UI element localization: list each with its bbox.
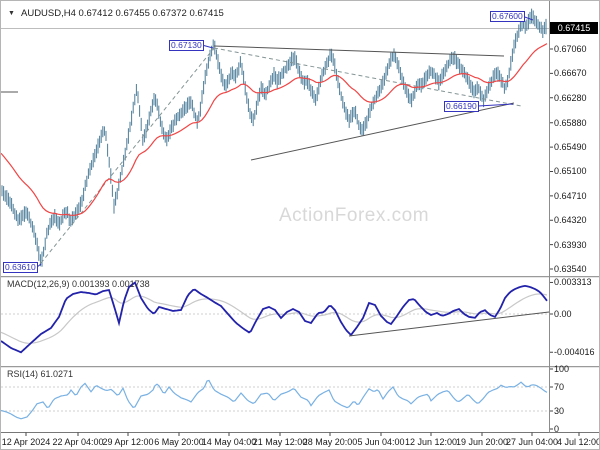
price-panel[interactable] xyxy=(1,29,549,275)
macd-axis-label: -0.004016 xyxy=(554,347,595,357)
price-flag: 0.67600 xyxy=(490,11,525,22)
watermark: ActionForex.com xyxy=(279,205,430,226)
symbol-dropdown-arrow-icon[interactable]: ▼ xyxy=(8,10,15,17)
time-axis-label: 6 May 20:00 xyxy=(154,437,204,447)
macd-axis-label: 0.003313 xyxy=(554,277,592,287)
price-axis-label: 0.63930 xyxy=(554,240,587,250)
time-axis-label: 28 May 20:00 xyxy=(302,437,358,447)
time-axis-label: 19 Jun 20:00 xyxy=(455,437,509,447)
time-axis-label: 5 Jun 04:00 xyxy=(357,437,405,447)
rsi-panel[interactable] xyxy=(1,367,549,431)
price-axis-label: 0.65100 xyxy=(554,166,587,176)
time-axis-label: 4 Jul 12:00 xyxy=(556,437,600,447)
current-price-tag: 0.67415 xyxy=(550,22,598,34)
time-axis-label: 12 Jun 12:00 xyxy=(404,437,458,447)
macd-panel[interactable] xyxy=(1,277,549,365)
rsi-axis-label: 0 xyxy=(554,424,560,434)
price-axis-label: 0.64320 xyxy=(554,215,587,225)
rsi-axis-label: 100 xyxy=(554,364,570,374)
price-axis-label: 0.67060 xyxy=(554,44,587,54)
price-flag: 0.67130 xyxy=(169,40,204,51)
time-axis-label: 21 May 12:00 xyxy=(252,437,308,447)
price-flag: 0.63610 xyxy=(3,262,38,273)
price-axis-label: 0.66670 xyxy=(554,68,587,78)
macd-axis-label: 0.00 xyxy=(554,309,572,319)
macd-indicator-label: MACD(12,26,9) 0.001393 0.001738 xyxy=(7,279,150,289)
price-axis-label: 0.66280 xyxy=(554,93,587,103)
title-bar: ▼ AUDUSD,H4 0.67412 0.67455 0.67372 0.67… xyxy=(1,1,599,28)
price-axis-label: 0.63540 xyxy=(554,264,587,274)
time-axis-label: 29 Apr 12:00 xyxy=(102,437,154,447)
time-axis-label: 14 May 04:00 xyxy=(201,437,257,447)
time-axis-label: 27 Jun 04:00 xyxy=(505,437,559,447)
price-flag: 0.66190 xyxy=(444,101,479,112)
time-axis-label: 22 Apr 04:00 xyxy=(52,437,104,447)
rsi-axis-label: 70 xyxy=(554,382,565,392)
time-axis-label: 12 Apr 2024 xyxy=(1,437,51,447)
rsi-indicator-label: RSI(14) 61.0271 xyxy=(7,369,74,379)
price-axis-label: 0.64710 xyxy=(554,191,587,201)
price-axis-label: 0.65490 xyxy=(554,142,587,152)
chart-title-ohlc: AUDUSD,H4 0.67412 0.67455 0.67372 0.6741… xyxy=(21,8,224,19)
price-axis-label: 0.65880 xyxy=(554,118,587,128)
rsi-axis-label: 30 xyxy=(554,406,565,416)
